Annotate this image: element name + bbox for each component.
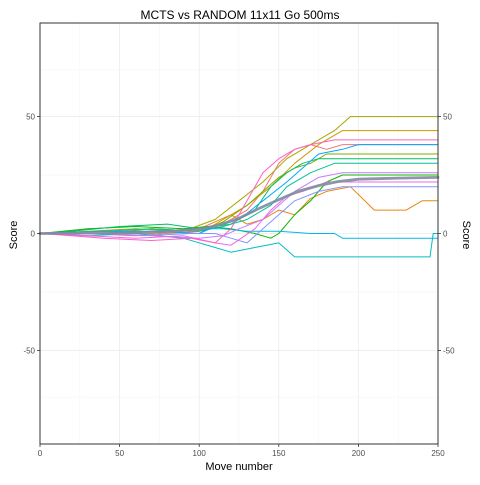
y-tick-label-right: 0 bbox=[443, 230, 448, 239]
axes: 0 50 100 150 200 250 -50 -50 0 0 50 50 bbox=[23, 113, 455, 458]
x-tick-label: 250 bbox=[431, 449, 445, 458]
series-line-4 bbox=[39, 116, 438, 234]
y-tick-label-left: -50 bbox=[23, 346, 35, 355]
series-line-8 bbox=[39, 162, 438, 234]
y-axis-title: Score bbox=[8, 221, 20, 250]
smooth-trend-line bbox=[38, 176, 440, 235]
y-axis-title-right: Score bbox=[460, 221, 472, 250]
x-tick-label: 200 bbox=[352, 449, 366, 458]
x-tick-label: 50 bbox=[115, 449, 124, 458]
x-tick-label: 100 bbox=[193, 449, 207, 458]
series-line-15 bbox=[39, 139, 438, 244]
smooth-trend bbox=[38, 176, 440, 235]
x-tick-label: 0 bbox=[38, 449, 43, 458]
y-tick-label-left: 50 bbox=[26, 113, 35, 122]
x-tick-label: 150 bbox=[272, 449, 286, 458]
series-line-6 bbox=[39, 174, 438, 239]
chart-title: MCTS vs RANDOM 11x11 Go 500ms bbox=[141, 8, 340, 22]
series-line-14 bbox=[39, 181, 438, 246]
y-tick-label-left: 0 bbox=[31, 230, 36, 239]
y-tick-label-right: 50 bbox=[443, 113, 452, 122]
x-axis-title: Move number bbox=[205, 461, 273, 473]
y-tick-label-right: -50 bbox=[443, 346, 455, 355]
